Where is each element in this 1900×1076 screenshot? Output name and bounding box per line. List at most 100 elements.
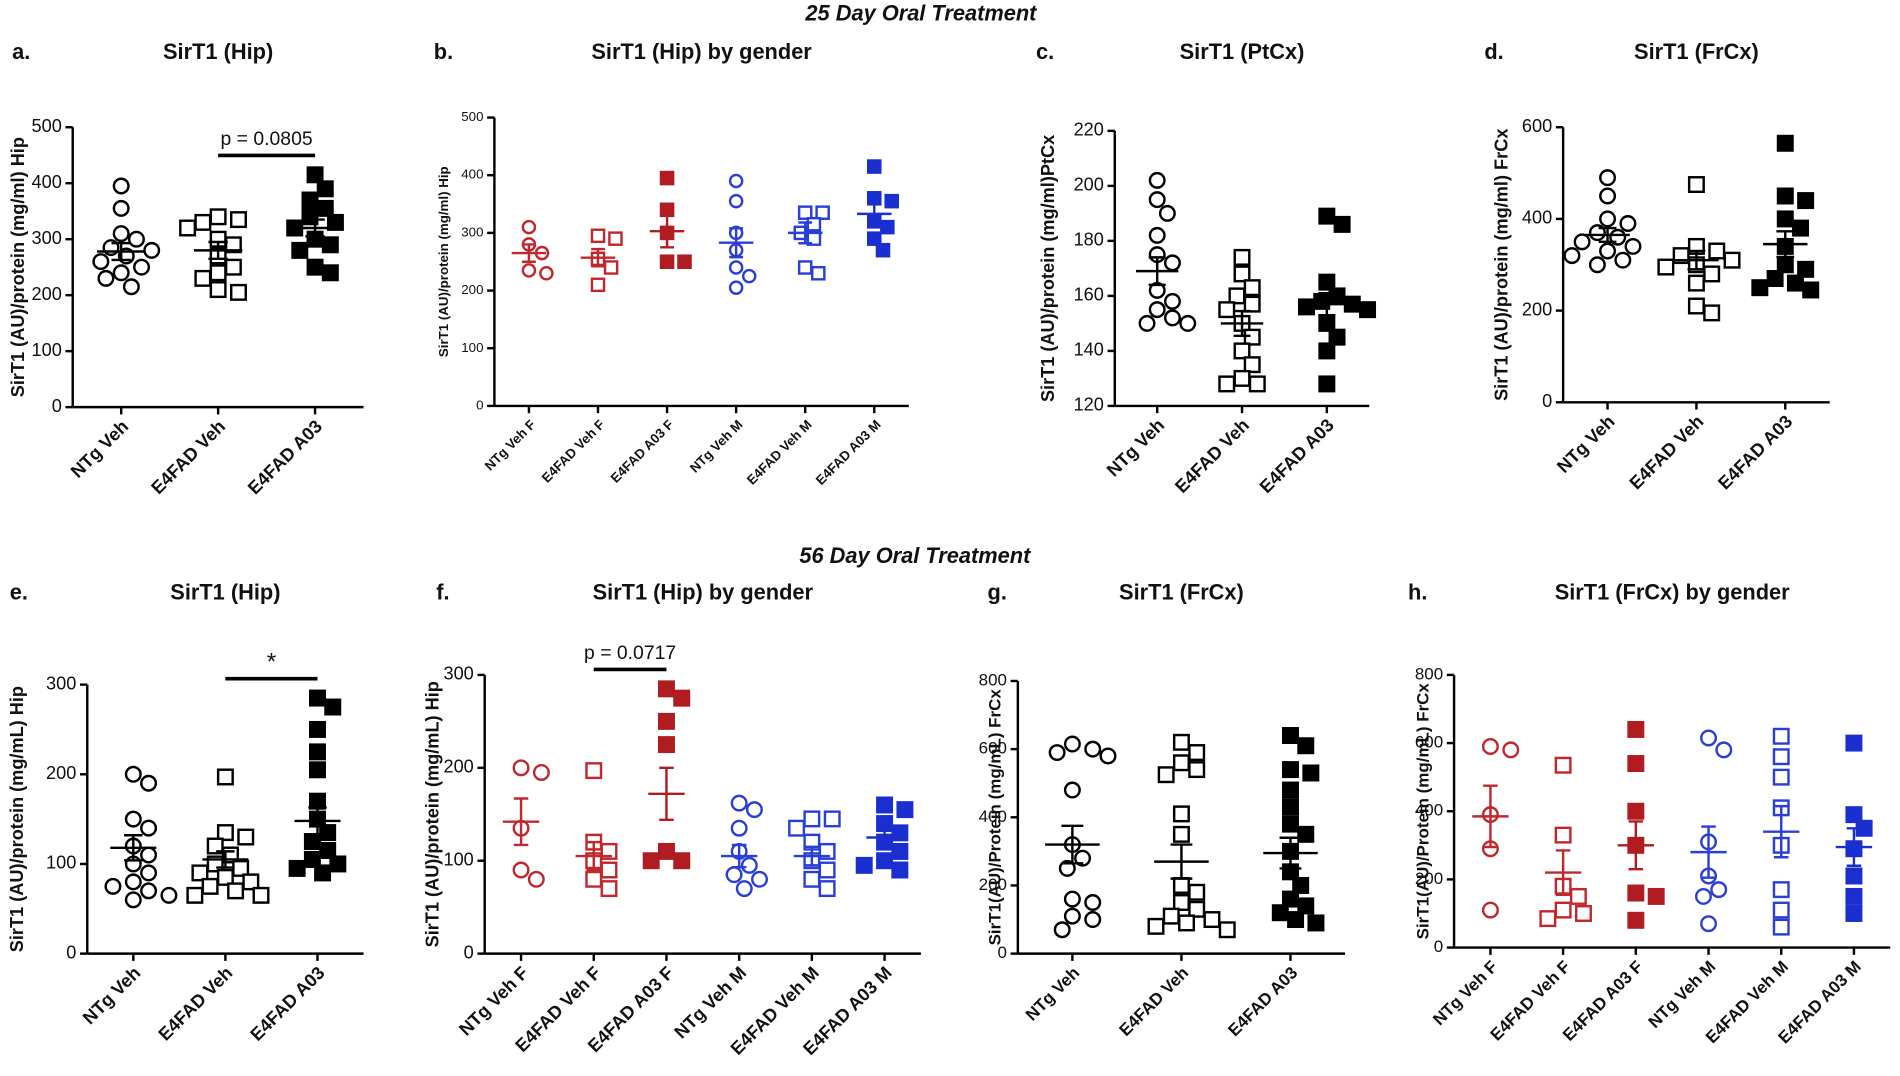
data-point [1708,242,1726,260]
data-point [1657,258,1675,276]
data-point [206,837,224,855]
error-bar [1598,226,1617,244]
y-tick-label: 0 [998,943,1007,962]
data-point [1248,375,1266,393]
data-point [1158,204,1176,222]
data-point [673,852,691,870]
data-point [1292,876,1310,894]
y-tick-label: 500 [461,109,483,124]
x-tick-label: E4FAD Veh M [744,417,815,488]
data-point [1624,237,1642,255]
data-point [306,258,324,276]
data-point [1172,805,1190,823]
error-bar [1555,849,1571,896]
data-point [797,260,813,275]
data-point [818,861,836,879]
data-point [803,810,821,828]
data-point [224,236,242,254]
data-point [1218,301,1236,319]
data-point [1772,727,1790,745]
data-point [216,824,234,842]
error-bar [877,826,892,848]
error-bar [522,243,536,263]
y-axis-label: SirT1(AU)/Protein (mg/mL) FrCx [1413,683,1432,940]
error-bar [1233,309,1251,337]
data-point [600,880,618,898]
data-point [1554,756,1572,774]
data-point [191,864,209,882]
x-tick-label: E4FAD A03 F [608,417,677,486]
data-point [1148,191,1166,209]
data-point [1271,904,1289,922]
data-point [728,260,744,275]
error-bar [659,766,674,822]
data-point [730,819,748,837]
data-point [1179,314,1197,332]
x-tick-label: NTg Veh M [687,417,746,476]
x-tick-label: E4FAD Veh F [539,417,608,486]
data-point [1751,279,1769,297]
panel: f. SirT1 (Hip) by gender SirT1 (AU)/protei… [423,580,921,1059]
data-point [1282,761,1299,779]
error-bar [1061,824,1084,865]
data-point [1138,314,1156,332]
data-point [1163,254,1181,272]
x-tick-label: NTg Veh [1553,411,1619,477]
data-point [1588,256,1606,274]
y-tick-label: 180 [1074,230,1104,250]
data-point [124,891,142,909]
data-point [124,765,142,783]
data-point [1647,887,1665,905]
data-point [1627,720,1645,738]
data-point [326,213,344,231]
y-axis-label: SirT1 (AU)/protein (mg/mL) Hip [7,686,27,952]
y-tick-label: 0 [52,396,62,416]
data-point [112,225,130,243]
data-point [728,280,744,295]
data-point [1163,292,1181,310]
data-point [209,281,227,299]
y-tick-label: 0 [464,942,474,962]
y-tick-label: 400 [1522,208,1552,228]
panel: g. SirT1 (FrCx) SirT1(AU)/Protein (mg/mL) … [979,580,1346,1040]
data-point [1776,256,1794,274]
data-point [1687,274,1705,292]
data-point [1797,260,1815,278]
data-point [1481,738,1499,755]
data-point [521,263,537,278]
data-point [1802,281,1820,299]
error-bar [124,834,143,862]
data-point [309,689,326,707]
data-point [133,258,151,276]
data-point [1084,911,1102,929]
data-point [1318,273,1336,291]
data-point [1203,911,1221,929]
data-point [600,861,618,879]
data-point [891,861,909,879]
data-point [1188,883,1206,901]
data-point [127,230,145,248]
data-point [803,870,821,888]
data-point [677,254,692,269]
panel-title: SirT1 (Hip) [170,580,280,605]
data-point [657,736,675,754]
data-point [1700,729,1718,747]
data-point [512,759,530,777]
y-axis-label: SirT1 (AU)/protein (mg/ml)PtCx [1038,135,1058,402]
data-point [1563,247,1581,265]
data-point [306,166,324,184]
data-point [227,882,245,900]
panel-label: g. [988,580,1007,605]
data-point [1599,210,1617,228]
data-point [252,886,270,904]
x-tick-label: E4FAD Veh [155,963,237,1045]
y-tick-label: 800 [1415,664,1443,683]
x-tick-label: NTg Veh [1022,963,1083,1024]
data-point [1297,737,1315,755]
data-point [875,242,891,258]
error-bar [729,227,744,259]
data-point [1715,741,1733,759]
data-point [140,774,158,792]
data-point [1710,881,1728,899]
